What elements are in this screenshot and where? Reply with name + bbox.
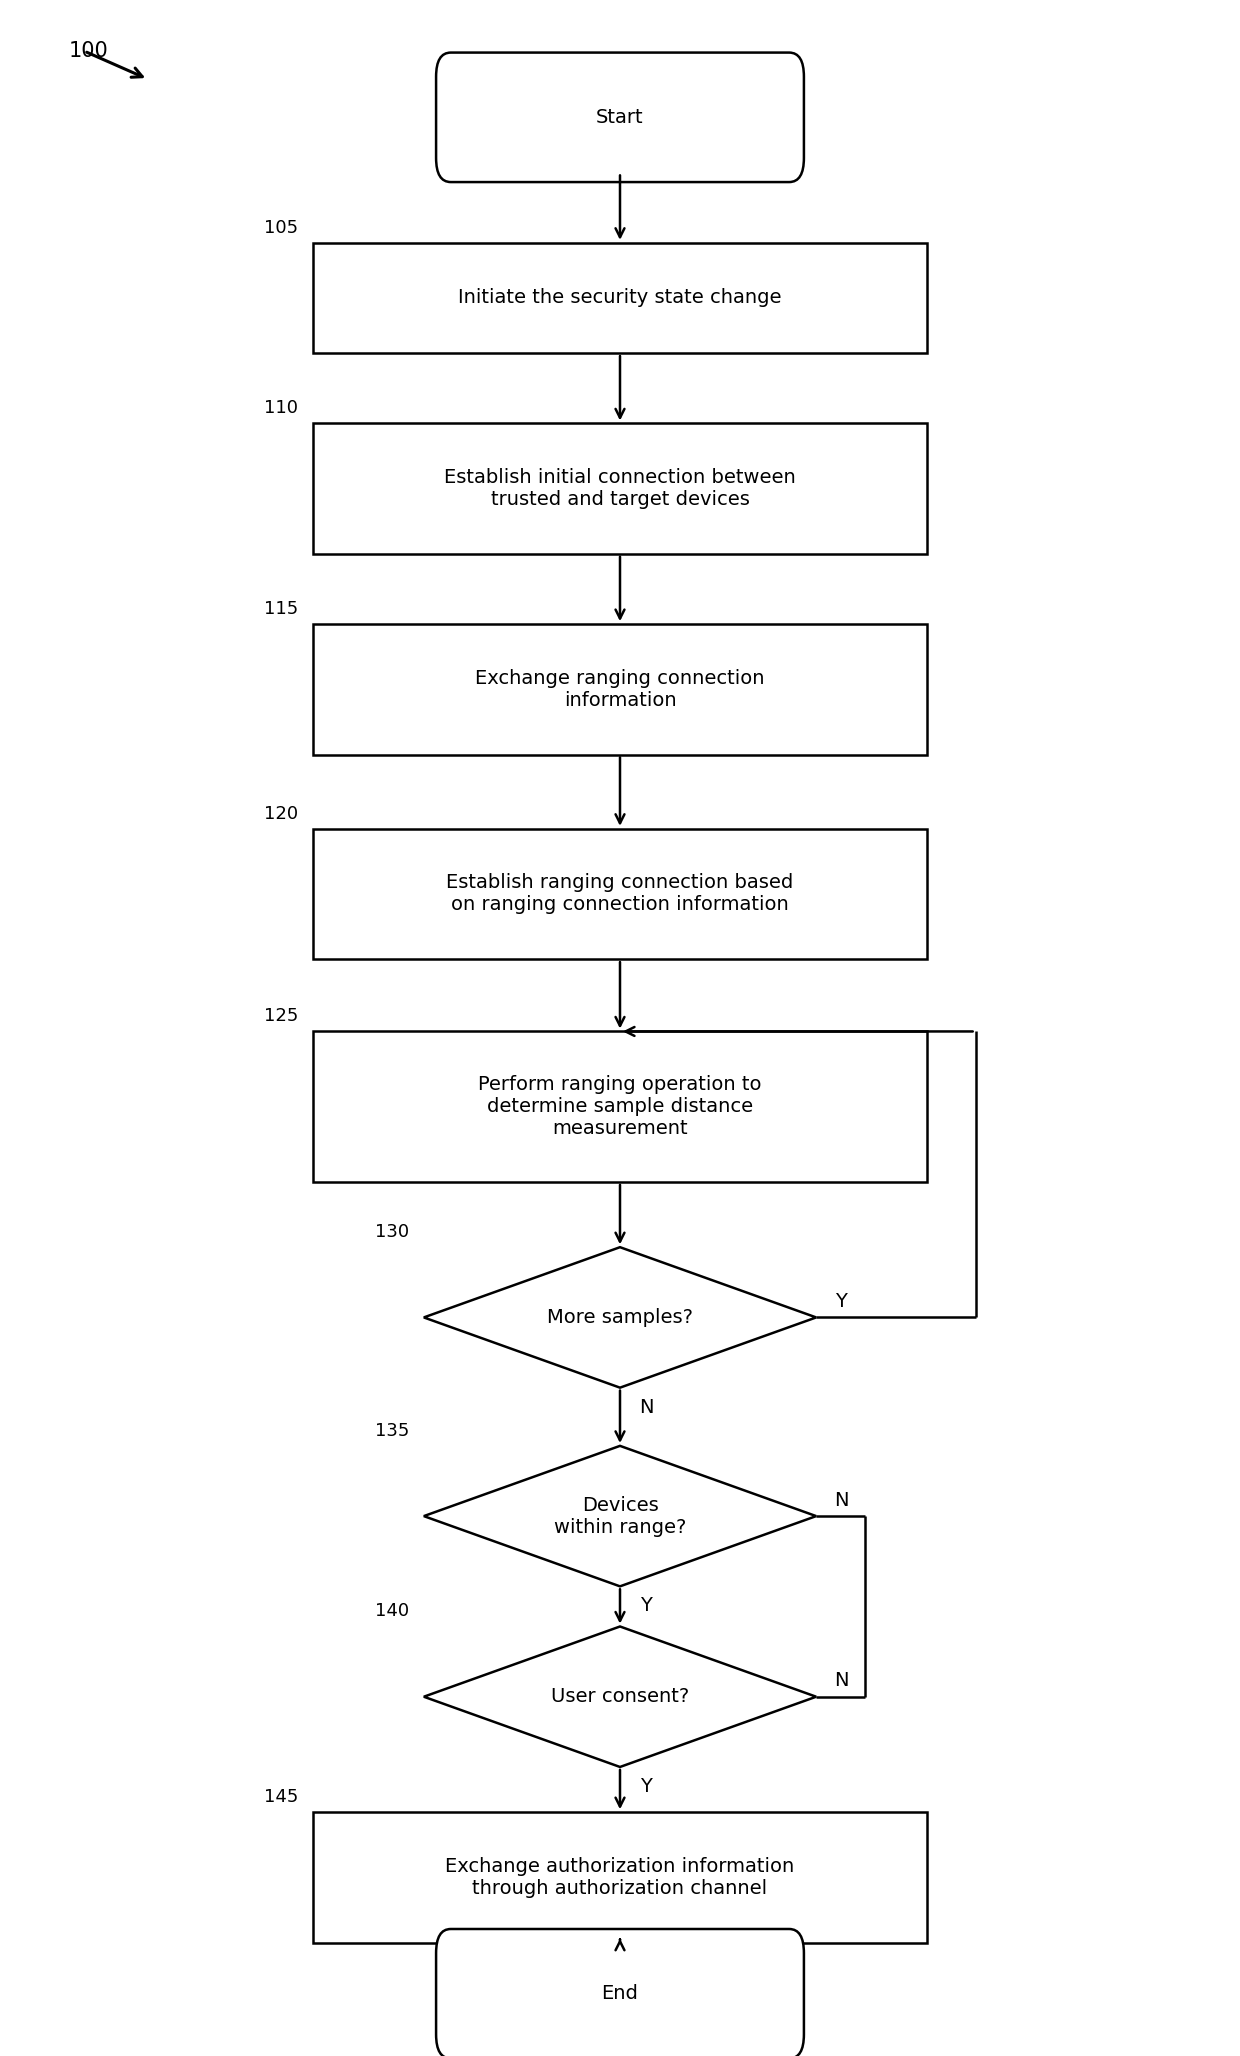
Text: Exchange authorization information
through authorization channel: Exchange authorization information throu… [445, 1857, 795, 1898]
FancyBboxPatch shape [436, 1929, 804, 2056]
Text: Exchange ranging connection
information: Exchange ranging connection information [475, 668, 765, 709]
Text: 145: 145 [264, 1789, 299, 1805]
Text: 100: 100 [68, 41, 108, 62]
Bar [314, 829, 926, 960]
Text: User consent?: User consent? [551, 1688, 689, 1706]
Bar [314, 1811, 926, 1943]
Text: 120: 120 [264, 804, 299, 822]
Text: More samples?: More samples? [547, 1308, 693, 1326]
Text: 140: 140 [374, 1602, 409, 1620]
Text: Perform ranging operation to
determine sample distance
measurement: Perform ranging operation to determine s… [479, 1075, 761, 1139]
Text: Y: Y [835, 1291, 847, 1312]
Text: 105: 105 [264, 218, 299, 236]
Text: 110: 110 [264, 399, 299, 417]
Bar [314, 625, 926, 755]
Text: 125: 125 [264, 1007, 299, 1026]
Bar [314, 424, 926, 553]
Bar [314, 1032, 926, 1182]
FancyBboxPatch shape [436, 53, 804, 183]
Text: 135: 135 [374, 1423, 409, 1439]
Text: N: N [640, 1398, 655, 1417]
Text: Initiate the security state change: Initiate the security state change [459, 288, 781, 308]
Text: End: End [601, 1984, 639, 2003]
Polygon shape [424, 1248, 816, 1388]
Polygon shape [424, 1626, 816, 1766]
Text: Establish initial connection between
trusted and target devices: Establish initial connection between tru… [444, 469, 796, 510]
Text: Establish ranging connection based
on ranging connection information: Establish ranging connection based on ra… [446, 874, 794, 915]
Text: 115: 115 [264, 600, 299, 619]
Text: N: N [835, 1672, 849, 1690]
Text: Devices
within range?: Devices within range? [554, 1495, 686, 1536]
Bar [314, 243, 926, 354]
Text: Start: Start [596, 107, 644, 127]
Text: Y: Y [640, 1776, 651, 1797]
Text: 130: 130 [374, 1223, 409, 1242]
Text: Y: Y [640, 1595, 651, 1616]
Text: N: N [835, 1491, 849, 1509]
Polygon shape [424, 1445, 816, 1587]
